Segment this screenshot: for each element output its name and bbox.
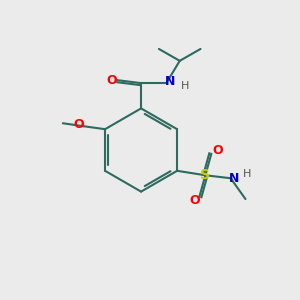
Text: O: O	[106, 74, 117, 87]
Text: N: N	[228, 172, 239, 185]
Text: H: H	[243, 169, 251, 179]
Text: O: O	[190, 194, 200, 207]
Text: S: S	[200, 168, 210, 182]
Text: O: O	[73, 118, 84, 131]
Text: N: N	[165, 75, 175, 88]
Text: O: O	[212, 144, 223, 158]
Text: H: H	[181, 81, 189, 91]
